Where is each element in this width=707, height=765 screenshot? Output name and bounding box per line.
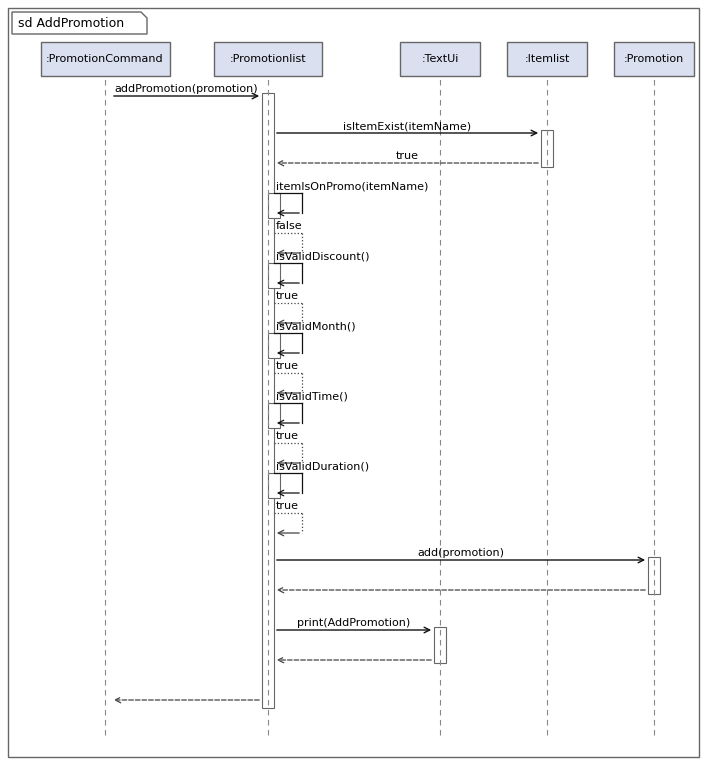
Text: false: false bbox=[276, 221, 303, 231]
Text: true: true bbox=[276, 291, 299, 301]
Bar bbox=[268, 193, 280, 218]
Text: true: true bbox=[276, 361, 299, 371]
Bar bbox=[214, 42, 322, 76]
Text: isValidTime(): isValidTime() bbox=[276, 391, 348, 401]
Text: :Itemlist: :Itemlist bbox=[525, 54, 570, 64]
Bar bbox=[40, 42, 170, 76]
Text: :Promotionlist: :Promotionlist bbox=[230, 54, 306, 64]
Text: true: true bbox=[276, 501, 299, 511]
Text: :PromotionCommand: :PromotionCommand bbox=[46, 54, 164, 64]
Bar bbox=[507, 42, 587, 76]
Bar bbox=[400, 42, 480, 76]
Text: :Promotion: :Promotion bbox=[624, 54, 684, 64]
Text: itemIsOnPromo(itemName): itemIsOnPromo(itemName) bbox=[276, 181, 428, 191]
Text: isValidDiscount(): isValidDiscount() bbox=[276, 251, 370, 261]
Bar bbox=[268, 263, 280, 288]
Bar bbox=[614, 42, 694, 76]
Text: :TextUi: :TextUi bbox=[421, 54, 459, 64]
Bar bbox=[262, 93, 274, 708]
Polygon shape bbox=[12, 12, 147, 34]
Bar bbox=[268, 403, 280, 428]
Bar bbox=[268, 473, 280, 498]
Text: isValidDuration(): isValidDuration() bbox=[276, 461, 369, 471]
Text: addPromotion(promotion): addPromotion(promotion) bbox=[115, 84, 258, 94]
Text: true: true bbox=[276, 431, 299, 441]
Text: true: true bbox=[396, 151, 419, 161]
Bar bbox=[648, 557, 660, 594]
Text: sd AddPromotion: sd AddPromotion bbox=[18, 17, 124, 30]
Text: print(AddPromotion): print(AddPromotion) bbox=[298, 618, 411, 628]
Text: isValidMonth(): isValidMonth() bbox=[276, 321, 356, 331]
Bar bbox=[434, 627, 446, 663]
Bar bbox=[268, 333, 280, 358]
Bar bbox=[541, 130, 553, 167]
Text: add(promotion): add(promotion) bbox=[418, 548, 505, 558]
Text: isItemExist(itemName): isItemExist(itemName) bbox=[344, 121, 472, 131]
